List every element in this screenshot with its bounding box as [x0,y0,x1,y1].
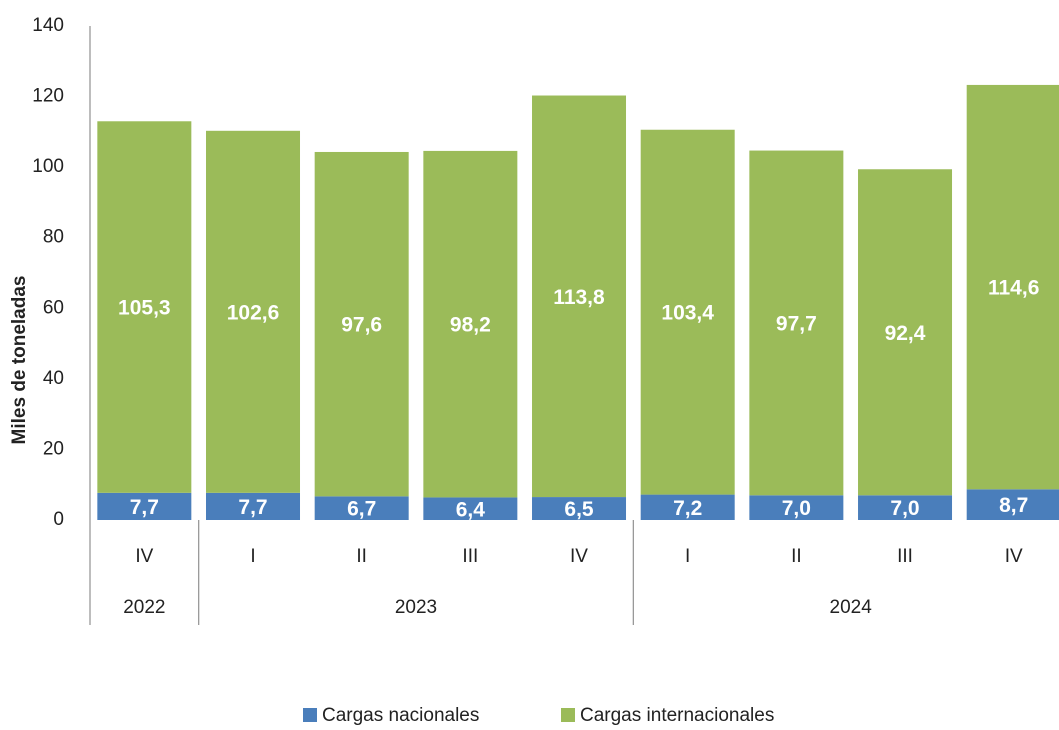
bar-segment [97,492,192,520]
data-label: 98,2 [450,314,491,337]
bar-segment [640,494,735,520]
data-label: 92,4 [885,322,926,345]
legend-swatch [303,708,317,722]
bar-segment [423,150,518,498]
bar-segment [206,130,301,493]
data-label: 102,6 [227,301,280,324]
x-tick-label: I [685,546,690,567]
y-tick-label: 80 [43,227,64,248]
bar-segment [640,129,735,495]
y-tick-label: 0 [53,509,64,530]
group-label: 2023 [395,597,437,618]
data-label: 7,0 [782,497,811,520]
data-label: 7,7 [130,496,159,519]
x-tick-label: II [791,546,802,567]
legend-swatch [561,708,575,722]
x-tick-label: IV [570,546,588,567]
bar-segment [858,169,953,496]
bar-segment [314,496,409,520]
x-tick-label: IV [135,546,153,567]
bar-segment [532,95,627,498]
data-label: 8,7 [999,494,1028,517]
bar-segment [966,84,1059,490]
bar-segment [749,495,844,520]
data-label: 7,7 [238,496,267,519]
x-tick-label: III [897,546,913,567]
legend-label: Cargas nacionales [322,705,479,726]
data-label: 7,0 [890,497,919,520]
bar-segment [97,121,192,493]
y-tick-label: 60 [43,297,64,318]
data-label: 7,2 [673,497,702,520]
bar-segment [966,489,1059,520]
bar-segment [314,151,409,497]
bar-segment [532,497,627,520]
data-label: 97,7 [776,312,817,335]
bar-segment [858,495,953,520]
y-tick-label: 120 [32,86,64,107]
x-tick-label: II [356,546,367,567]
data-label: 6,7 [347,498,376,521]
y-tick-label: 140 [32,15,64,36]
bar-segment [749,150,844,496]
data-label: 6,5 [564,498,594,521]
y-axis-title: Miles de toneladas [9,276,30,445]
data-label: 113,8 [553,286,605,309]
data-label: 114,6 [988,277,1039,300]
data-label: 105,3 [118,297,171,320]
x-tick-label: III [462,546,478,567]
bar-segment [423,497,518,520]
group-label: 2022 [123,597,165,618]
y-tick-label: 40 [43,368,64,389]
data-label: 103,4 [661,302,714,325]
data-label: 6,4 [456,498,486,521]
y-tick-label: 20 [43,438,64,459]
legend-label: Cargas internacionales [580,705,774,726]
x-tick-label: I [250,546,255,567]
x-tick-label: IV [1005,546,1023,567]
bar-segment [206,492,301,520]
y-tick-label: 100 [32,156,64,177]
data-label: 97,6 [341,314,382,337]
group-label: 2024 [830,597,873,618]
